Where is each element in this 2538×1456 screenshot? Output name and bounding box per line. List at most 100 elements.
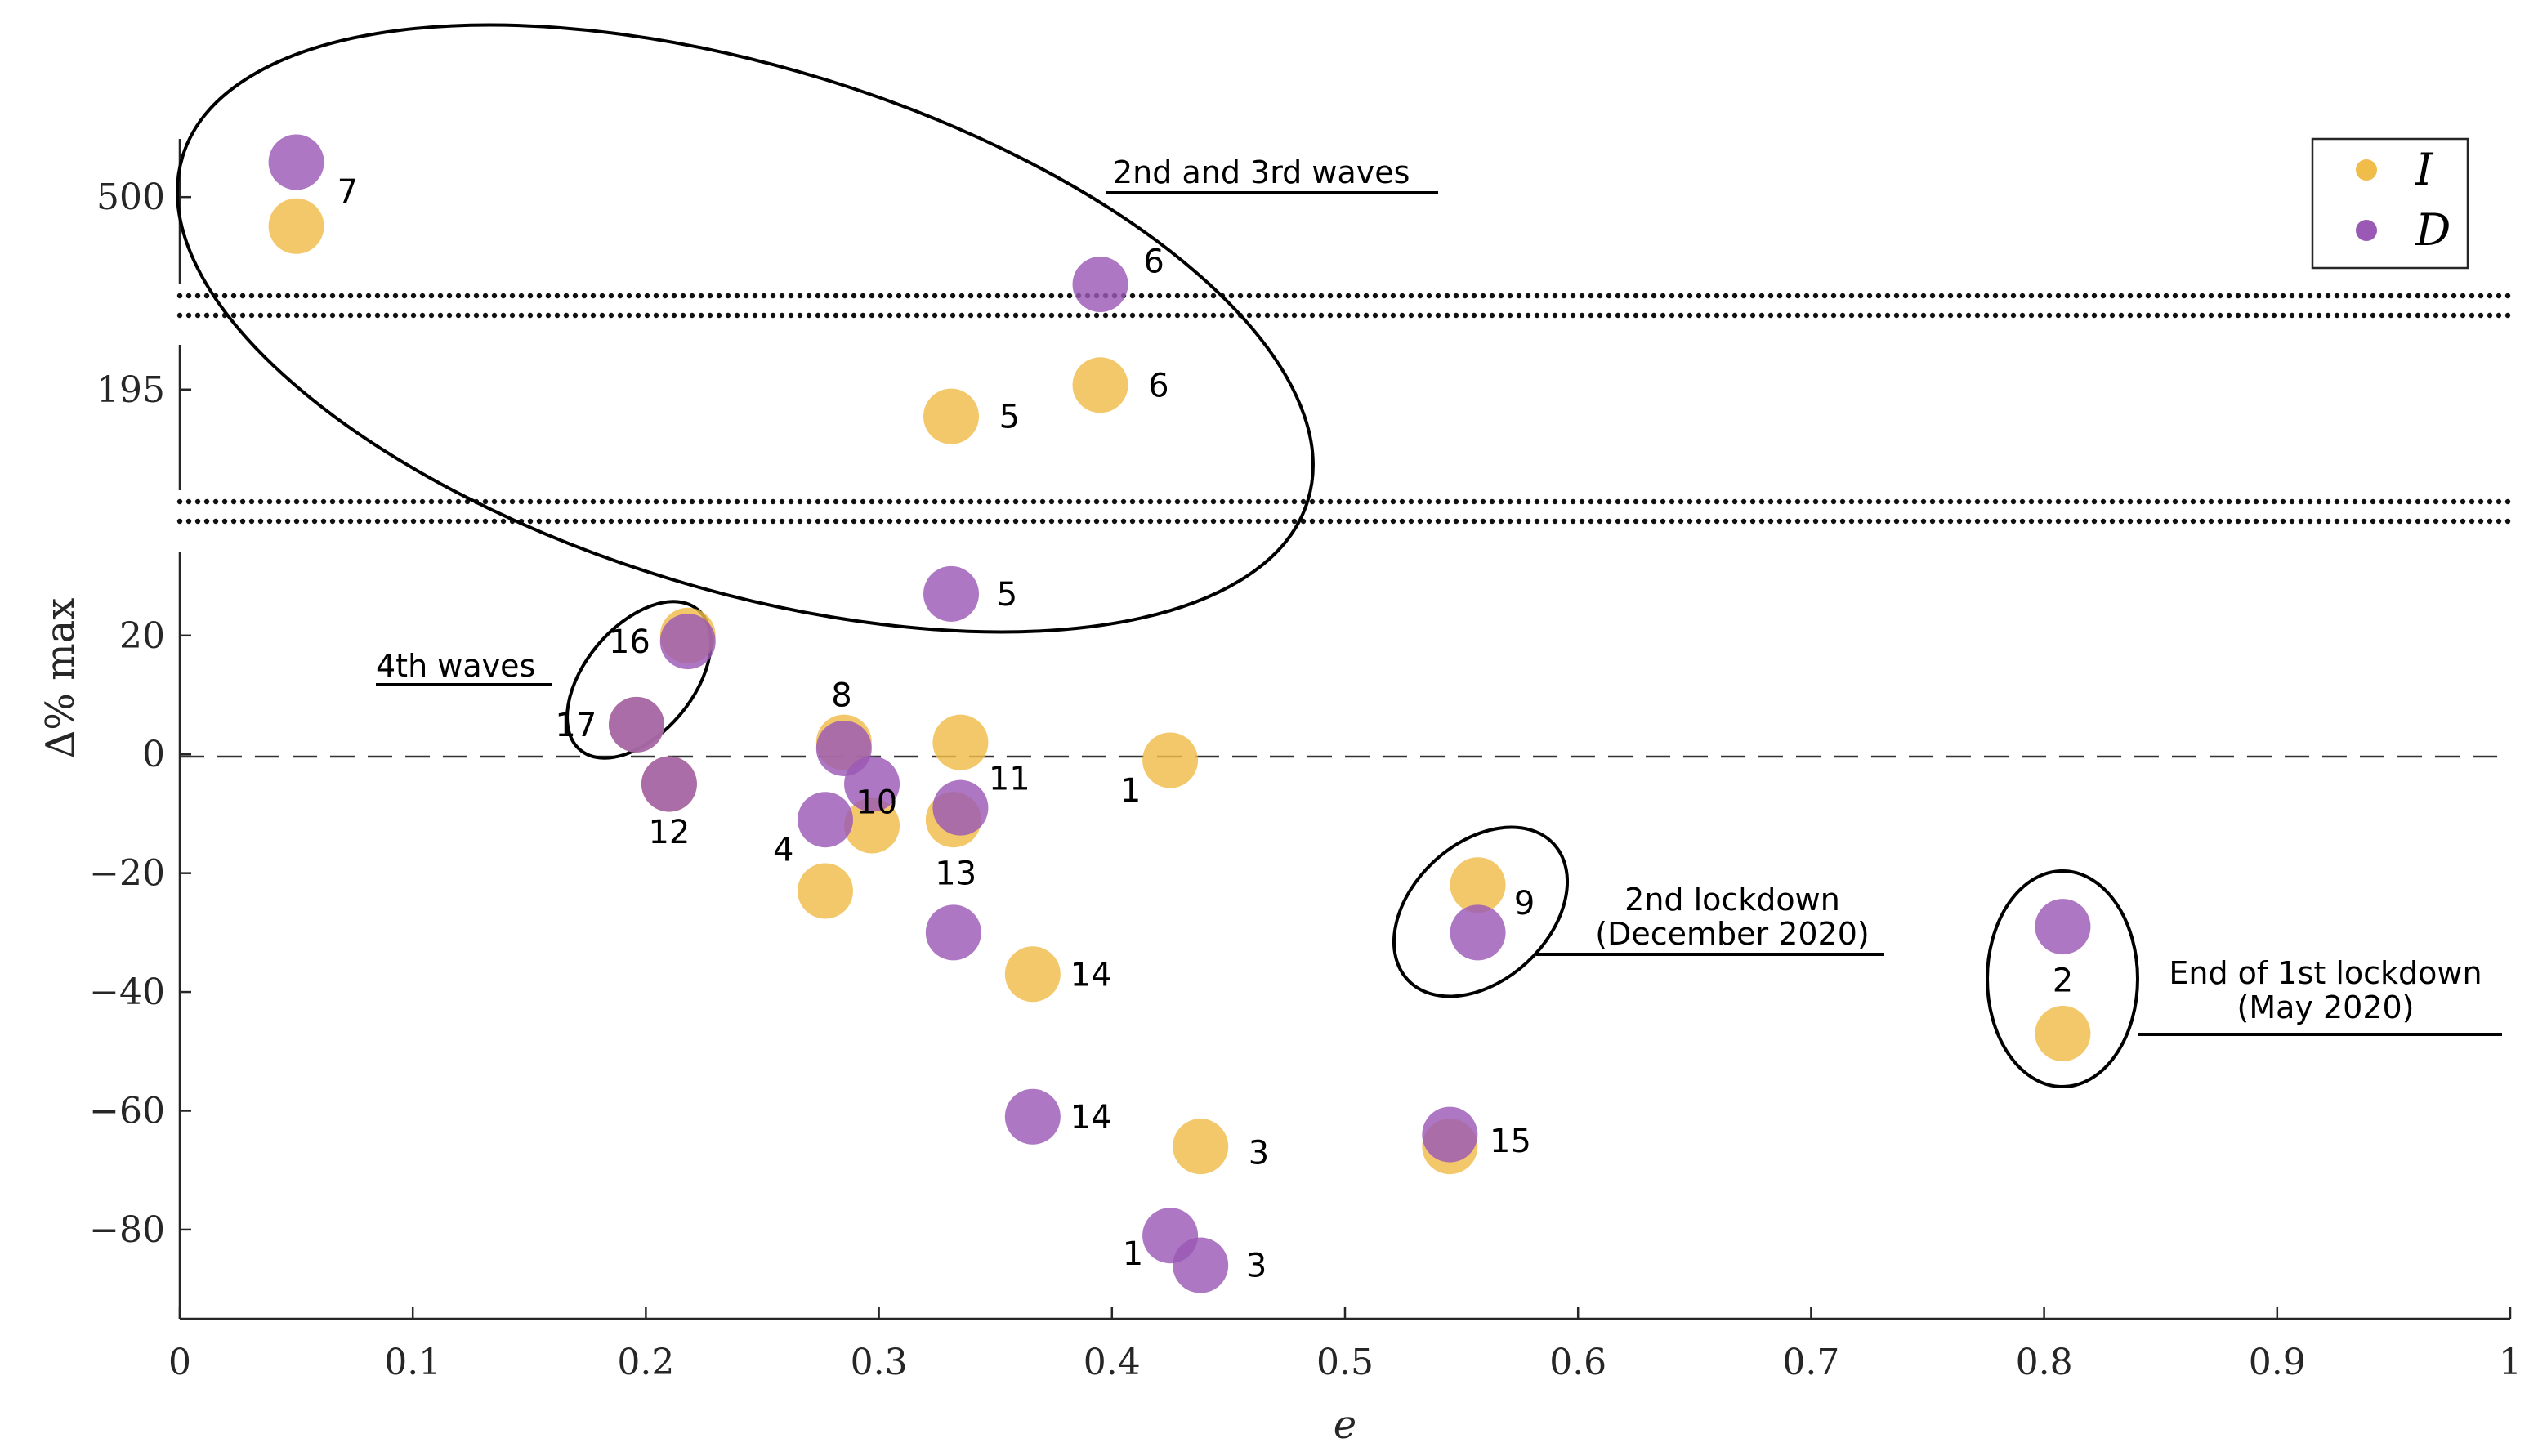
break-dot [2487, 498, 2493, 505]
point-label: 3 [1249, 1134, 1269, 1172]
break-dot [230, 498, 237, 505]
break-dot [2118, 312, 2125, 319]
break-dot [2199, 312, 2205, 319]
break-dot [329, 293, 336, 299]
break-dot [1048, 498, 1055, 505]
break-dot [2190, 518, 2196, 525]
break-dot [1660, 312, 1666, 319]
break-dot [2127, 312, 2134, 319]
break-dot [2109, 498, 2116, 505]
break-dot [1102, 498, 1109, 505]
break-dot [428, 312, 435, 319]
break-dot [2433, 293, 2439, 299]
break-dot [806, 293, 812, 299]
annotation-group: 2nd and 3rd waves 4th waves 2nd lockdown… [176, 23, 2502, 1088]
break-dot [1696, 518, 1702, 525]
break-dot [2504, 518, 2511, 525]
break-dot [1030, 498, 1037, 505]
break-dot [1920, 293, 1927, 299]
break-dot [2504, 293, 2511, 299]
break-dot [2406, 518, 2412, 525]
break-dot [2127, 498, 2134, 505]
break-dot [842, 498, 848, 505]
break-dot [2415, 498, 2421, 505]
break-dot [1740, 498, 1747, 505]
break-dot [797, 518, 803, 525]
break-dot [2028, 518, 2035, 525]
break-dot [1866, 498, 1873, 505]
break-dot [527, 518, 534, 525]
break-dot [2226, 498, 2232, 505]
break-dot [581, 312, 588, 319]
break-dot [410, 498, 417, 505]
legend-label-D: D [2415, 204, 2451, 256]
break-dot [2136, 518, 2143, 525]
break-dot [2037, 312, 2044, 319]
break-dot [2109, 312, 2116, 319]
break-dot [788, 498, 794, 505]
break-dot [914, 312, 920, 319]
break-dot [1489, 498, 1495, 505]
break-dot [1138, 518, 1145, 525]
break-dot [1525, 518, 1531, 525]
break-dot [734, 293, 740, 299]
break-dot [500, 498, 507, 505]
break-dot [1093, 312, 1100, 319]
break-dot [752, 312, 758, 319]
break-dot [2145, 518, 2151, 525]
break-dot [1003, 518, 1010, 525]
break-dot [671, 312, 677, 319]
break-dot [707, 312, 713, 319]
break-dot [1714, 293, 1720, 299]
break-dot [1516, 312, 1522, 319]
break-dot [689, 312, 695, 319]
break-dot [1947, 312, 1954, 319]
break-dot [1776, 312, 1783, 319]
point-D-9 [1450, 904, 1506, 961]
break-dot [2037, 293, 2044, 299]
break-dot [1983, 498, 1990, 505]
break-dot [194, 293, 201, 299]
break-dot [2478, 293, 2484, 299]
break-dot [545, 518, 552, 525]
break-dot [1938, 518, 1945, 525]
break-dot [1785, 293, 1792, 299]
break-dot [2307, 312, 2313, 319]
break-dot [2469, 293, 2475, 299]
break-dot [2001, 293, 2008, 299]
break-dot [2226, 518, 2232, 525]
break-dot [1273, 498, 1280, 505]
break-dot [2271, 518, 2277, 525]
break-dot [2226, 293, 2232, 299]
break-dot [617, 498, 623, 505]
break-dot [266, 518, 273, 525]
break-dot [2217, 293, 2223, 299]
break-dot [2190, 293, 2196, 299]
break-dot [2406, 312, 2412, 319]
break-dot [1345, 518, 1352, 525]
point-label: 8 [831, 677, 851, 715]
break-dot [2118, 518, 2125, 525]
break-dot [1534, 498, 1540, 505]
break-dot [1597, 518, 1603, 525]
break-dot [1291, 293, 1298, 299]
break-dot [617, 293, 623, 299]
break-dot [347, 498, 354, 505]
break-dot [1471, 312, 1477, 319]
break-dot [221, 498, 228, 505]
break-dot [2010, 498, 2017, 505]
break-dot [1381, 293, 1387, 299]
x-tick-label: 0.3 [851, 1342, 908, 1383]
break-dot [1327, 498, 1334, 505]
x-tick-label: 0.6 [1549, 1342, 1606, 1383]
break-dot [869, 518, 875, 525]
break-dot [644, 498, 650, 505]
break-dot [914, 293, 920, 299]
break-dot [509, 498, 516, 505]
break-dot [2199, 293, 2205, 299]
break-dot [1300, 498, 1307, 505]
break-dot [1516, 498, 1522, 505]
break-dot [1588, 293, 1594, 299]
break-dot [734, 498, 740, 505]
break-dot [2235, 293, 2241, 299]
